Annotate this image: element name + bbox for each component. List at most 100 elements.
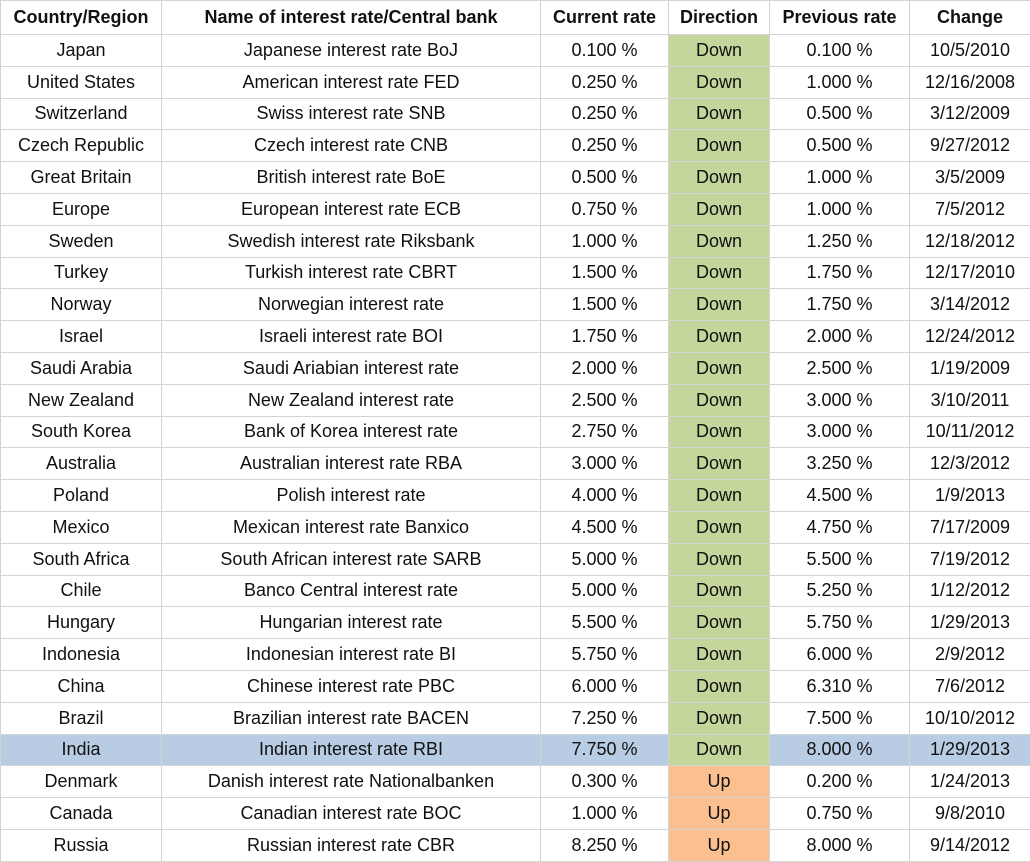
cell-current-rate: 1.000 % [541, 225, 669, 257]
cell-direction: Down [669, 480, 770, 512]
cell-change-date: 12/17/2010 [910, 257, 1030, 289]
cell-bank-name: Swedish interest rate Riksbank [162, 225, 541, 257]
cell-change-date: 2/9/2012 [910, 639, 1030, 671]
cell-direction: Down [669, 416, 770, 448]
cell-bank-name: Banco Central interest rate [162, 575, 541, 607]
cell-current-rate: 7.750 % [541, 734, 669, 766]
cell-direction: Down [669, 162, 770, 194]
cell-direction: Down [669, 257, 770, 289]
cell-current-rate: 0.250 % [541, 130, 669, 162]
cell-previous-rate: 0.100 % [770, 35, 910, 67]
column-header-name: Name of interest rate/Central bank [162, 1, 541, 35]
cell-previous-rate: 5.750 % [770, 607, 910, 639]
cell-change-date: 1/24/2013 [910, 766, 1030, 798]
cell-bank-name: Swiss interest rate SNB [162, 98, 541, 130]
cell-current-rate: 1.500 % [541, 257, 669, 289]
cell-bank-name: Indian interest rate RBI [162, 734, 541, 766]
cell-change-date: 12/3/2012 [910, 448, 1030, 480]
cell-previous-rate: 2.000 % [770, 321, 910, 353]
cell-current-rate: 0.100 % [541, 35, 669, 67]
cell-direction: Up [669, 798, 770, 830]
cell-bank-name: European interest rate ECB [162, 193, 541, 225]
cell-country: Norway [1, 289, 162, 321]
cell-current-rate: 1.750 % [541, 321, 669, 353]
cell-current-rate: 5.500 % [541, 607, 669, 639]
cell-change-date: 9/27/2012 [910, 130, 1030, 162]
cell-previous-rate: 1.250 % [770, 225, 910, 257]
cell-country: Russia [1, 829, 162, 861]
cell-previous-rate: 3.000 % [770, 384, 910, 416]
cell-current-rate: 0.300 % [541, 766, 669, 798]
cell-country: Denmark [1, 766, 162, 798]
cell-country: Great Britain [1, 162, 162, 194]
cell-change-date: 12/16/2008 [910, 66, 1030, 98]
cell-previous-rate: 1.750 % [770, 257, 910, 289]
cell-bank-name: Danish interest rate Nationalbanken [162, 766, 541, 798]
cell-direction: Down [669, 448, 770, 480]
cell-previous-rate: 0.750 % [770, 798, 910, 830]
cell-bank-name: Turkish interest rate CBRT [162, 257, 541, 289]
cell-previous-rate: 7.500 % [770, 702, 910, 734]
cell-change-date: 7/6/2012 [910, 670, 1030, 702]
cell-current-rate: 6.000 % [541, 670, 669, 702]
cell-direction: Down [669, 352, 770, 384]
cell-country: South Africa [1, 543, 162, 575]
cell-country: China [1, 670, 162, 702]
cell-country: Europe [1, 193, 162, 225]
cell-direction: Down [669, 543, 770, 575]
cell-direction: Down [669, 670, 770, 702]
cell-country: Sweden [1, 225, 162, 257]
header-row: Country/Region Name of interest rate/Cen… [1, 1, 1030, 35]
cell-previous-rate: 3.000 % [770, 416, 910, 448]
cell-bank-name: Czech interest rate CNB [162, 130, 541, 162]
cell-bank-name: Bank of Korea interest rate [162, 416, 541, 448]
cell-current-rate: 2.500 % [541, 384, 669, 416]
cell-direction: Down [669, 575, 770, 607]
cell-current-rate: 5.000 % [541, 543, 669, 575]
cell-previous-rate: 6.310 % [770, 670, 910, 702]
cell-direction: Down [669, 98, 770, 130]
cell-previous-rate: 4.750 % [770, 511, 910, 543]
cell-change-date: 3/14/2012 [910, 289, 1030, 321]
cell-bank-name: Polish interest rate [162, 480, 541, 512]
cell-country: Turkey [1, 257, 162, 289]
cell-country: Switzerland [1, 98, 162, 130]
column-header-change: Change [910, 1, 1030, 35]
cell-bank-name: Hungarian interest rate [162, 607, 541, 639]
cell-country: Canada [1, 798, 162, 830]
cell-previous-rate: 1.000 % [770, 66, 910, 98]
cell-change-date: 3/10/2011 [910, 384, 1030, 416]
cell-country: India [1, 734, 162, 766]
cell-change-date: 9/8/2010 [910, 798, 1030, 830]
cell-change-date: 7/19/2012 [910, 543, 1030, 575]
cell-direction: Down [669, 639, 770, 671]
cell-direction: Down [669, 511, 770, 543]
cell-bank-name: Canadian interest rate BOC [162, 798, 541, 830]
cell-change-date: 1/29/2013 [910, 607, 1030, 639]
cell-bank-name: Australian interest rate RBA [162, 448, 541, 480]
cell-change-date: 12/24/2012 [910, 321, 1030, 353]
cell-country: Chile [1, 575, 162, 607]
cell-change-date: 7/17/2009 [910, 511, 1030, 543]
cell-previous-rate: 0.500 % [770, 98, 910, 130]
cell-country: United States [1, 66, 162, 98]
cell-country: Hungary [1, 607, 162, 639]
